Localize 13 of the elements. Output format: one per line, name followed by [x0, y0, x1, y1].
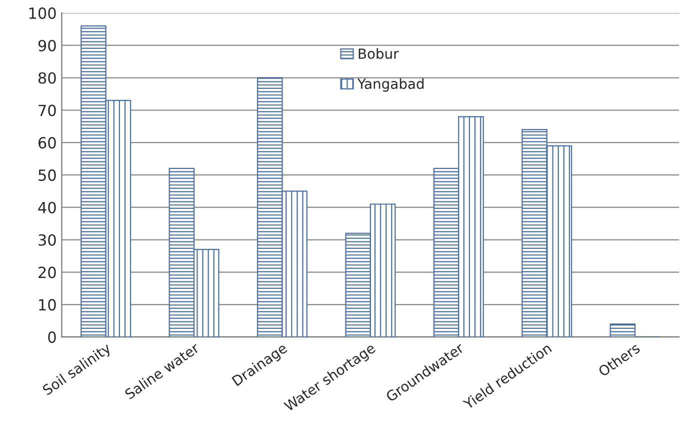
legend-label: Bobur	[358, 48, 399, 59]
y-tick-label: 50	[38, 169, 56, 181]
y-tick-label: 0	[48, 331, 56, 343]
y-tick-label: 60	[38, 137, 56, 149]
y-tick-label: 90	[38, 40, 56, 52]
y-tick-label: 100	[29, 7, 56, 19]
legend-label: Yangabad	[357, 78, 424, 92]
y-tick-label: 20	[38, 266, 56, 278]
y-tick-label: 10	[39, 299, 56, 311]
y-tick-label: 30	[38, 234, 56, 246]
y-tick-label: 40	[38, 202, 56, 214]
y-tick-label: 70	[38, 104, 56, 116]
y-tick-label: 80	[38, 72, 56, 84]
